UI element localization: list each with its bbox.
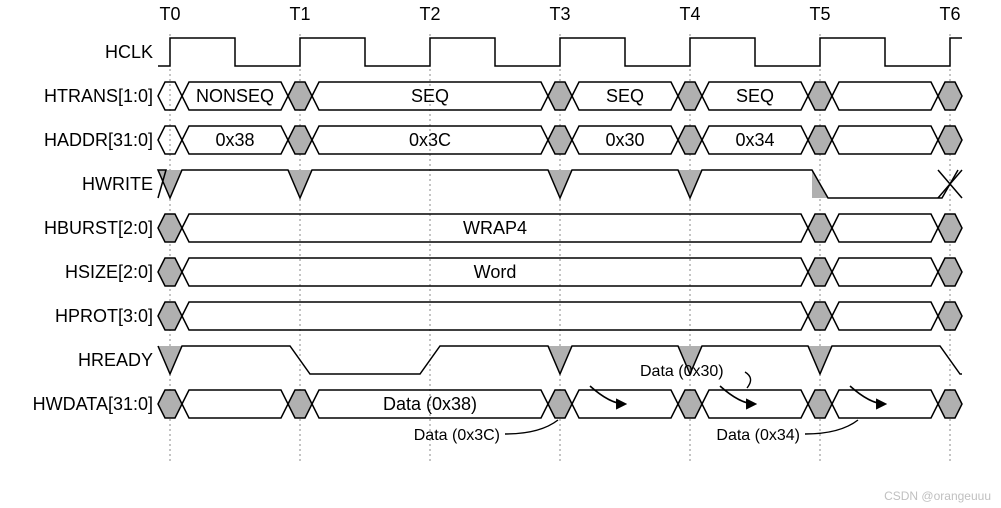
time-label: T2 [419, 4, 440, 24]
signal-label: HWRITE [82, 174, 153, 194]
signal-label: HSIZE[2:0] [65, 262, 153, 282]
signal-label: HREADY [78, 350, 153, 370]
bus-value: 0x34 [735, 130, 774, 150]
bus-value: SEQ [736, 86, 774, 106]
bus-value: SEQ [411, 86, 449, 106]
signal-label: HPROT[3:0] [55, 306, 153, 326]
signal-label: HADDR[31:0] [44, 130, 153, 150]
annotation-label: Data (0x30) [640, 363, 724, 380]
bus-value: 0x30 [605, 130, 644, 150]
time-label: T3 [549, 4, 570, 24]
bus-value: SEQ [606, 86, 644, 106]
time-label: T0 [159, 4, 180, 24]
time-label: T6 [939, 4, 960, 24]
time-label: T5 [809, 4, 830, 24]
signal-label: HBURST[2:0] [44, 218, 153, 238]
bus-value: NONSEQ [196, 86, 274, 106]
bus-value: 0x3C [409, 130, 451, 150]
bus-value: 0x38 [215, 130, 254, 150]
time-label: T1 [289, 4, 310, 24]
bus-value: Data (0x38) [383, 394, 477, 414]
annotation-label: Data (0x34) [716, 427, 800, 444]
watermark: CSDN @orangeuuu [884, 489, 991, 503]
bus-value: WRAP4 [463, 218, 527, 238]
timing-diagram: T0 T1 T2 T3 T4 T5 T6 HCLK HTRANS[1:0] NONSEQ SEQ SE… [0, 0, 1001, 508]
signal-label: HCLK [105, 42, 153, 62]
annotation-label: Data (0x3C) [414, 427, 500, 444]
time-label: T4 [679, 4, 700, 24]
bus-value: Word [474, 262, 517, 282]
signal-label: HTRANS[1:0] [44, 86, 153, 106]
signal-label: HWDATA[31:0] [33, 394, 153, 414]
